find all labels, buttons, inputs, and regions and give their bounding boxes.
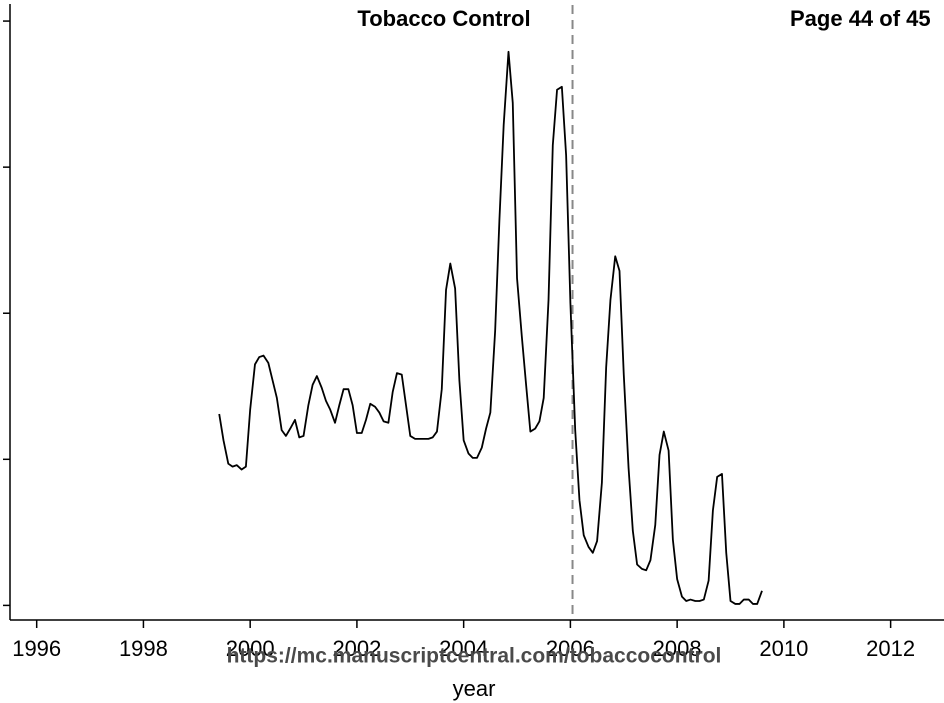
x-tick-label: 2000 [226, 636, 275, 661]
journal-title: Tobacco Control [357, 6, 530, 31]
watermark: https://mc.manuscriptcentral.com/tobacco… [227, 645, 722, 668]
x-tick-label: 1998 [119, 636, 168, 661]
x-axis-label: year [453, 676, 496, 701]
x-tick-label: 2006 [546, 636, 595, 661]
x-tick-label: 2010 [759, 636, 808, 661]
data-line [218, 50, 763, 605]
x-tick-label: 2012 [866, 636, 915, 661]
page-number: Page 44 of 45 [790, 6, 931, 31]
x-tick-label: 2004 [439, 636, 488, 661]
x-tick-label: 1996 [12, 636, 61, 661]
x-tick-label: 2008 [653, 636, 702, 661]
x-tick-label: 2002 [332, 636, 381, 661]
